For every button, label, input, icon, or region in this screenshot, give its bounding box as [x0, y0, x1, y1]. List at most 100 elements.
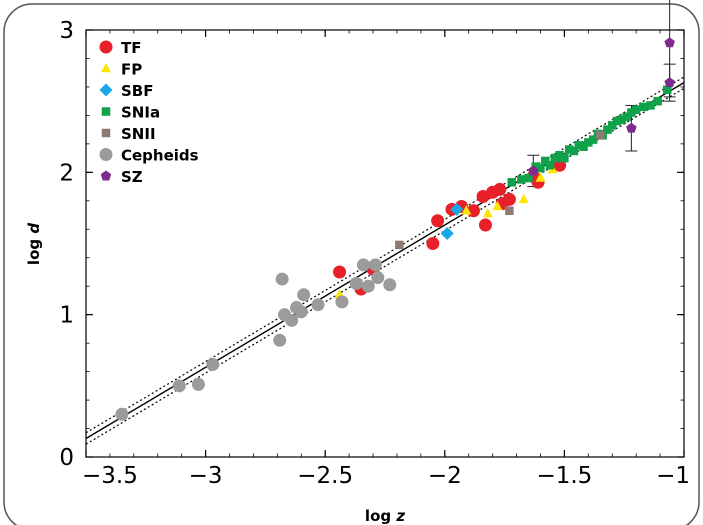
point-snia — [588, 135, 598, 144]
point-tf — [493, 182, 507, 196]
point-snia — [531, 162, 540, 171]
point-snia — [507, 178, 517, 187]
point-snia — [541, 156, 550, 166]
point-cepheids — [311, 298, 325, 312]
point-cepheids — [383, 278, 397, 292]
point-snia — [653, 96, 662, 106]
point-cepheids — [349, 276, 363, 290]
point-cepheids — [335, 295, 349, 309]
y-tick-label: 2 — [59, 160, 74, 186]
point-snia — [646, 101, 655, 110]
legend-label-fp: FP — [121, 61, 142, 79]
point-snia — [631, 105, 641, 114]
point-cepheids — [275, 272, 289, 286]
point-sz — [664, 77, 675, 88]
point-cepheids — [294, 305, 308, 319]
fit-band-upper — [85, 76, 685, 434]
point-tf — [478, 218, 492, 232]
point-fp — [518, 193, 529, 204]
point-snia — [545, 160, 555, 170]
series-sz — [528, 37, 675, 176]
point-snia — [564, 145, 574, 154]
point-snia — [579, 142, 588, 151]
point-snia — [663, 85, 672, 95]
legend-marker-cepheids — [99, 148, 113, 161]
legend-label-snia: SNIa — [121, 104, 160, 122]
point-fp — [535, 172, 546, 182]
legend-label-snii: SNII — [121, 125, 156, 143]
legend: TF FP SBF SNIa SNII Cepheids SZ — [99, 39, 199, 186]
legend-marker-snia — [101, 107, 111, 116]
x-axis: −3.5 −3 −2.5 −2 −1.5 −1 — [82, 30, 690, 489]
point-cepheids — [297, 288, 311, 302]
point-snia — [627, 108, 636, 117]
legend-marker-sz — [100, 170, 112, 181]
series-cepheids — [115, 258, 397, 421]
y-tick-label: 3 — [59, 18, 74, 44]
point-sbf — [450, 202, 464, 216]
legend-marker-sbf — [99, 83, 113, 97]
legend-label-sbf: SBF — [121, 82, 153, 100]
point-cepheids — [191, 377, 205, 391]
point-snii — [395, 240, 404, 250]
x-tick-label: −3.5 — [82, 463, 138, 489]
point-fp — [492, 200, 503, 211]
series-fp — [334, 163, 558, 299]
point-tf — [426, 237, 440, 250]
rounded-border — [3, 3, 700, 525]
point-snia — [569, 146, 579, 156]
fit-band-lower — [85, 87, 685, 445]
legend-marker-tf — [99, 40, 113, 54]
y-tick-label: 1 — [59, 303, 74, 329]
point-snia — [574, 141, 584, 150]
y-tick-label: 0 — [59, 445, 74, 471]
point-cepheids — [368, 258, 382, 272]
point-cepheids — [361, 279, 375, 293]
point-tf — [333, 265, 347, 279]
point-cepheids — [206, 357, 220, 371]
point-sbf — [440, 227, 454, 241]
point-snia — [517, 175, 526, 184]
x-axis-label: log z — [365, 507, 405, 525]
legend-label-cepheids: Cepheids — [121, 147, 199, 165]
point-snia — [612, 116, 622, 126]
point-snia — [617, 115, 627, 124]
series-sbf — [440, 202, 464, 241]
point-cepheids — [285, 313, 299, 327]
legend-label-tf: TF — [121, 39, 141, 57]
point-snia — [622, 112, 631, 122]
point-snia — [560, 153, 569, 163]
legend-label-sz: SZ — [121, 168, 143, 186]
point-snia — [607, 121, 617, 130]
x-tick-label: −2.5 — [297, 463, 353, 489]
point-snia — [584, 138, 593, 147]
point-sz — [664, 37, 675, 48]
point-snii — [596, 131, 605, 140]
point-fp — [461, 205, 472, 215]
point-snia — [536, 163, 545, 173]
data-points — [115, 37, 675, 421]
point-snia — [639, 102, 648, 112]
point-snii — [505, 206, 514, 216]
point-fp — [482, 207, 493, 218]
x-tick-label: −2 — [428, 463, 462, 489]
point-snia — [550, 153, 560, 163]
point-cepheids — [115, 407, 129, 421]
y-axis-label: log d — [25, 223, 43, 265]
point-tf — [502, 192, 516, 206]
x-tick-label: −3 — [189, 463, 223, 489]
point-snia — [555, 151, 564, 160]
legend-marker-fp — [101, 62, 111, 73]
point-cepheids — [356, 258, 370, 272]
x-tick-label: −1 — [656, 463, 690, 489]
point-cepheids — [273, 333, 287, 347]
point-snia — [524, 173, 533, 183]
point-snia — [603, 125, 612, 134]
legend-marker-snii — [101, 128, 111, 138]
plot-area — [85, 29, 685, 458]
point-tf — [431, 214, 445, 228]
point-sz — [528, 165, 539, 176]
series-snii — [395, 131, 605, 250]
x-tick-label: −1.5 — [536, 463, 592, 489]
